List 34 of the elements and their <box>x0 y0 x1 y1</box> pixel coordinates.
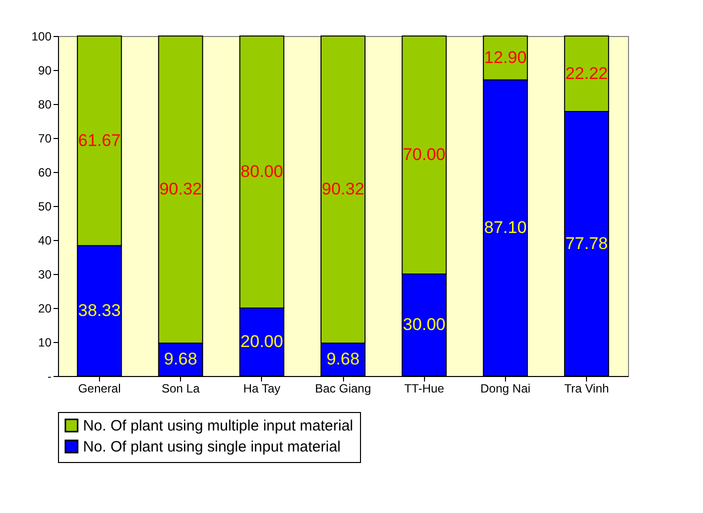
x-tick-label: General <box>78 382 121 396</box>
y-tick-label: 50 <box>38 200 52 214</box>
data-label: 38.33 <box>78 300 121 320</box>
y-tick-label: 60 <box>38 166 52 180</box>
legend-label: No. Of plant using single input material <box>83 438 341 456</box>
y-tick-label: 100 <box>31 30 52 44</box>
x-tick-label: Tra Vinh <box>564 382 609 396</box>
y-tick-label: - <box>48 370 52 384</box>
data-label: 9.68 <box>164 350 198 369</box>
data-label: 77.78 <box>565 234 608 253</box>
y-tick-label: 30 <box>38 268 52 282</box>
data-label: 20.00 <box>240 332 284 351</box>
y-tick-label: 40 <box>38 234 52 248</box>
x-tick-label: TT-Hue <box>404 382 445 396</box>
y-tick-label: 10 <box>38 336 52 350</box>
data-label: 80.00 <box>240 162 284 181</box>
data-label: 90.32 <box>159 180 202 199</box>
y-tick-label: 20 <box>38 302 52 316</box>
x-tick-label: Bac Giang <box>314 382 372 396</box>
x-tick-label: Son La <box>162 382 200 396</box>
data-label: 87.10 <box>484 218 527 237</box>
data-label: 90.32 <box>322 180 364 199</box>
data-label: 9.68 <box>326 350 360 369</box>
x-tick-label: Dong Nai <box>480 382 530 396</box>
x-tick-label: Ha Tay <box>243 382 280 396</box>
data-label: 70.00 <box>402 145 446 164</box>
y-tick-label: 80 <box>38 98 52 112</box>
data-label: 61.67 <box>78 130 121 150</box>
y-tick-label: 70 <box>38 132 52 146</box>
y-tick-label: 90 <box>38 64 52 78</box>
data-label: 30.00 <box>402 315 446 334</box>
legend-label: No. Of plant using multiple input material <box>83 418 354 434</box>
data-label: 12.90 <box>484 48 527 67</box>
data-label: 22.22 <box>565 64 608 83</box>
